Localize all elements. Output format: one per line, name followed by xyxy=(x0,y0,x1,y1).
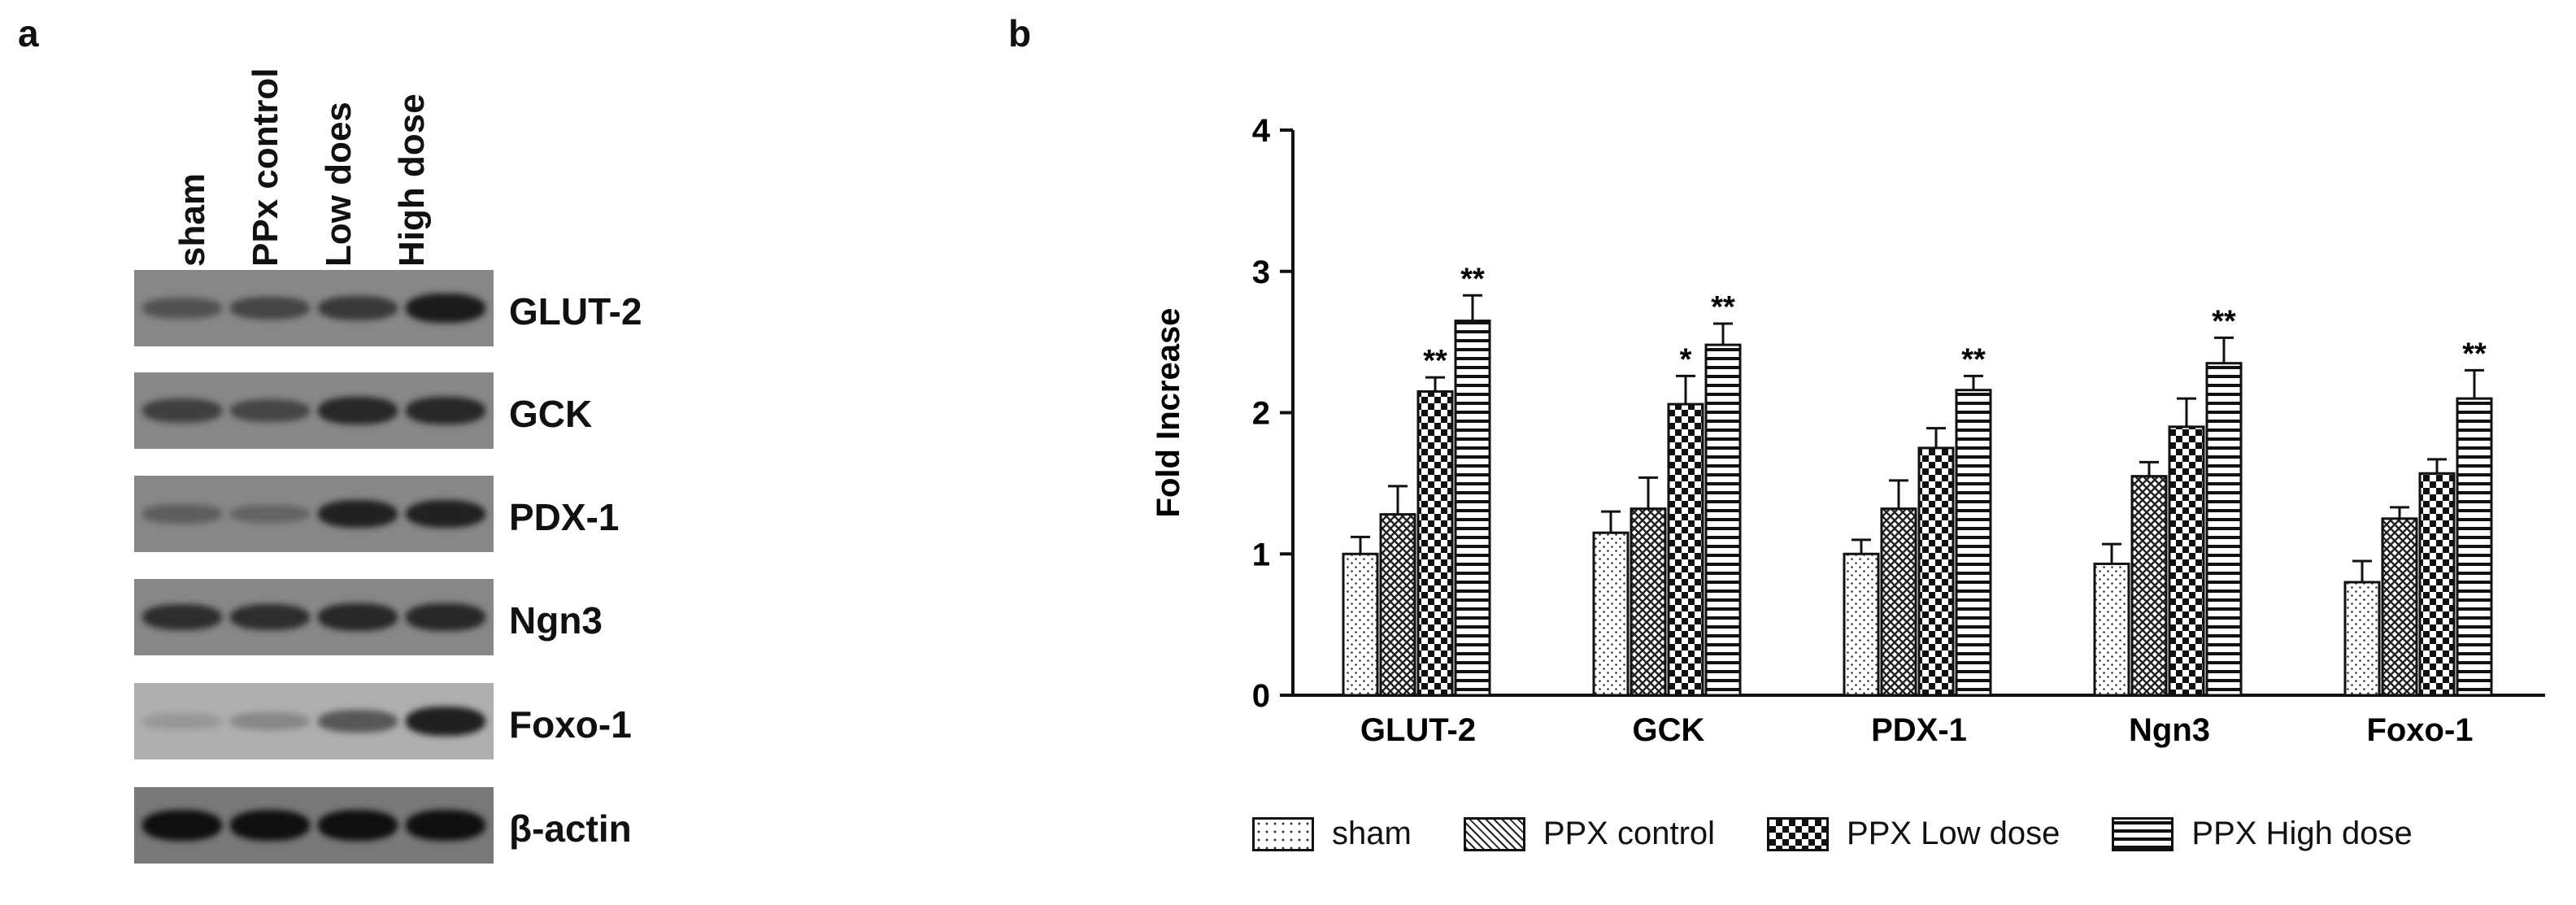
bar xyxy=(2168,425,2205,697)
legend-label: sham xyxy=(1332,816,1412,851)
x-tick-label: GLUT-2 xyxy=(1360,712,1476,748)
blot-strip xyxy=(134,372,494,449)
bar xyxy=(1917,446,1955,697)
significance-label: * xyxy=(1680,342,1692,376)
blot-band xyxy=(318,603,398,631)
y-tick-label: 1 xyxy=(1252,537,1270,572)
lane-label: Low does xyxy=(319,102,359,267)
chart-legend: sham PPX control PPX Low dose PPX High dose xyxy=(1252,816,2413,852)
x-tick-label: GCK xyxy=(1633,712,1705,748)
blot-band xyxy=(142,603,222,631)
legend-swatch xyxy=(1767,816,1830,851)
significance-label: ** xyxy=(1961,342,1986,376)
blot-band xyxy=(230,712,310,730)
lane-label: High dose xyxy=(392,94,432,267)
y-tick-label: 3 xyxy=(1252,255,1270,290)
bar xyxy=(1416,389,1454,697)
blot-strip xyxy=(134,476,494,552)
gene-label: PDX-1 xyxy=(509,496,620,538)
bar xyxy=(1955,389,1992,697)
legend-item: PPX Low dose xyxy=(1767,816,2060,852)
blot-band xyxy=(142,298,222,319)
significance-label: ** xyxy=(1460,262,1485,296)
legend-swatch xyxy=(1463,816,1525,851)
bar xyxy=(1592,531,1630,697)
x-tick-label: Ngn3 xyxy=(2129,712,2210,748)
blot-strip xyxy=(134,270,494,346)
blot-band xyxy=(318,397,398,424)
bar xyxy=(2418,472,2456,697)
gene-label: Foxo-1 xyxy=(509,703,632,746)
blot-band xyxy=(318,810,398,841)
legend-label: PPX High dose xyxy=(2191,816,2413,851)
significance-label: ** xyxy=(1711,290,1735,324)
blot-band xyxy=(142,398,222,423)
legend-swatch xyxy=(2112,816,2174,851)
panel-a-letter: a xyxy=(18,12,39,54)
gene-label: GCK xyxy=(509,393,593,435)
y-tick-label: 0 xyxy=(1252,678,1270,714)
lane-label: sham xyxy=(172,173,212,267)
significance-label: ** xyxy=(1423,344,1447,378)
bar xyxy=(1704,343,1742,697)
blot-band xyxy=(230,398,310,423)
x-tick-label: PDX-1 xyxy=(1871,712,1967,748)
y-tick-label: 4 xyxy=(1252,113,1271,149)
bar xyxy=(1667,402,1704,697)
gene-label: Ngn3 xyxy=(509,599,603,642)
gene-label: GLUT-2 xyxy=(509,290,642,333)
bar xyxy=(2381,517,2418,697)
blot-band xyxy=(406,707,485,736)
bar xyxy=(1630,507,1667,697)
blot-band xyxy=(406,294,485,323)
bar xyxy=(1880,507,1917,697)
panel-b-letter: b xyxy=(1008,12,1032,54)
blot-band xyxy=(406,603,485,631)
bar xyxy=(2093,562,2130,697)
blot-band xyxy=(230,504,310,524)
bar xyxy=(1342,552,1379,697)
blot-band xyxy=(142,713,222,729)
lane-label: PPx control xyxy=(246,67,285,268)
y-axis-label: Fold Increase xyxy=(1151,308,1186,518)
blot-band xyxy=(230,296,310,320)
blot-band xyxy=(318,295,398,321)
blot-band xyxy=(318,709,398,733)
legend-item: PPX control xyxy=(1463,816,1716,852)
blot-band xyxy=(318,499,398,529)
legend-swatch xyxy=(1252,816,1314,851)
y-tick-label: 2 xyxy=(1252,396,1270,432)
bar xyxy=(1379,513,1416,697)
bar xyxy=(2343,581,2381,697)
bar xyxy=(2456,397,2493,697)
legend-item: sham xyxy=(1252,816,1412,852)
blot-strip xyxy=(134,579,494,655)
legend-label: PPX control xyxy=(1543,816,1716,851)
blot-band xyxy=(406,499,485,529)
x-tick-label: Foxo-1 xyxy=(2366,712,2473,748)
bar xyxy=(1843,552,1880,697)
blot-band xyxy=(406,397,485,424)
blot-band xyxy=(230,603,310,631)
legend-item: PPX High dose xyxy=(2112,816,2413,852)
legend-label: PPX Low dose xyxy=(1847,816,2060,851)
blot-band xyxy=(142,810,222,841)
blot-strip xyxy=(134,683,494,759)
blot-strip xyxy=(134,787,494,864)
blot-band xyxy=(142,504,222,524)
blot-band xyxy=(406,810,485,841)
gene-label: β-actin xyxy=(509,807,632,850)
bar xyxy=(2130,475,2168,697)
bar xyxy=(1454,320,1491,697)
significance-label: ** xyxy=(2462,337,2487,371)
significance-label: ** xyxy=(2212,304,2236,338)
blot-band xyxy=(230,810,310,841)
bar xyxy=(2205,362,2243,697)
